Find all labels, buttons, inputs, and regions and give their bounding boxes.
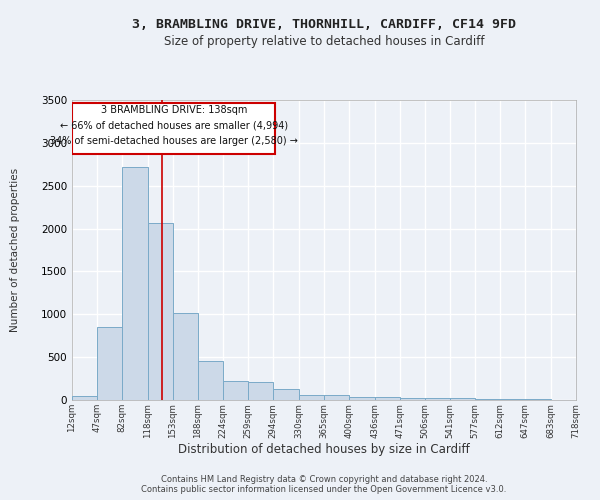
FancyBboxPatch shape — [72, 102, 275, 154]
Bar — [173, 314, 197, 400]
Bar — [374, 398, 400, 400]
Bar — [475, 398, 500, 400]
Bar — [248, 382, 274, 400]
Text: Size of property relative to detached houses in Cardiff: Size of property relative to detached ho… — [164, 35, 484, 48]
Text: Number of detached properties: Number of detached properties — [10, 168, 20, 332]
Text: Distribution of detached houses by size in Cardiff: Distribution of detached houses by size … — [178, 444, 470, 456]
Bar — [223, 381, 248, 400]
Text: Contains HM Land Registry data © Crown copyright and database right 2024.: Contains HM Land Registry data © Crown c… — [161, 474, 487, 484]
Bar — [500, 399, 526, 400]
Text: Contains public sector information licensed under the Open Government Licence v3: Contains public sector information licen… — [142, 484, 506, 494]
Text: 3, BRAMBLING DRIVE, THORNHILL, CARDIFF, CF14 9FD: 3, BRAMBLING DRIVE, THORNHILL, CARDIFF, … — [132, 18, 516, 30]
Text: 3 BRAMBLING DRIVE: 138sqm
← 66% of detached houses are smaller (4,994)
34% of se: 3 BRAMBLING DRIVE: 138sqm ← 66% of detac… — [50, 105, 298, 146]
Bar — [97, 327, 122, 400]
Bar — [400, 398, 425, 400]
Bar — [274, 389, 299, 400]
Bar — [349, 396, 374, 400]
Bar — [122, 167, 148, 400]
Bar — [148, 224, 173, 400]
Bar — [324, 396, 349, 400]
Bar — [72, 396, 97, 400]
Bar — [425, 398, 449, 400]
Bar — [197, 360, 223, 400]
Bar — [299, 395, 324, 400]
Bar — [449, 398, 475, 400]
